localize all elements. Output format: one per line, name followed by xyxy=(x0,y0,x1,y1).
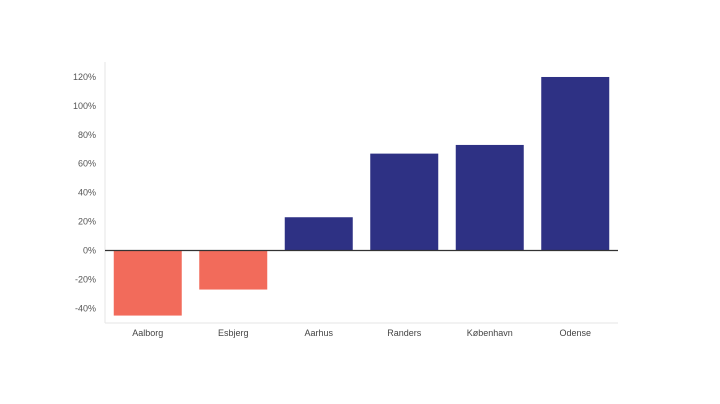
x-tick-label: Aalborg xyxy=(132,328,163,338)
x-tick-label: Odense xyxy=(559,328,591,338)
bar-esbjerg xyxy=(199,250,268,290)
y-tick-label: -20% xyxy=(75,274,96,284)
y-axis: 120% 100% 80% 60% 40% 20% 0% -20% -40% xyxy=(73,72,96,313)
y-tick-label: -40% xyxy=(75,303,96,313)
bar-aalborg xyxy=(113,250,182,316)
y-tick-label: 80% xyxy=(78,130,96,140)
y-tick-label: 20% xyxy=(78,217,96,227)
plot-frame xyxy=(104,62,618,324)
bars xyxy=(113,76,610,316)
y-tick-label: 40% xyxy=(78,188,96,198)
x-tick-label: Randers xyxy=(387,328,422,338)
x-tick-label: Aarhus xyxy=(304,328,333,338)
x-axis: Aalborg Esbjerg Aarhus Randers København Oden… xyxy=(132,328,591,338)
bar-aarhus xyxy=(284,217,353,251)
x-tick-label: København xyxy=(467,328,513,338)
x-tick-label: Esbjerg xyxy=(218,328,249,338)
bar-københavn xyxy=(455,144,524,251)
y-tick-label: 60% xyxy=(78,159,96,169)
bar-odense xyxy=(541,76,610,251)
y-tick-label: 0% xyxy=(83,246,96,256)
y-tick-label: 100% xyxy=(73,101,96,111)
bar-randers xyxy=(370,153,439,251)
y-tick-label: 120% xyxy=(73,72,96,82)
